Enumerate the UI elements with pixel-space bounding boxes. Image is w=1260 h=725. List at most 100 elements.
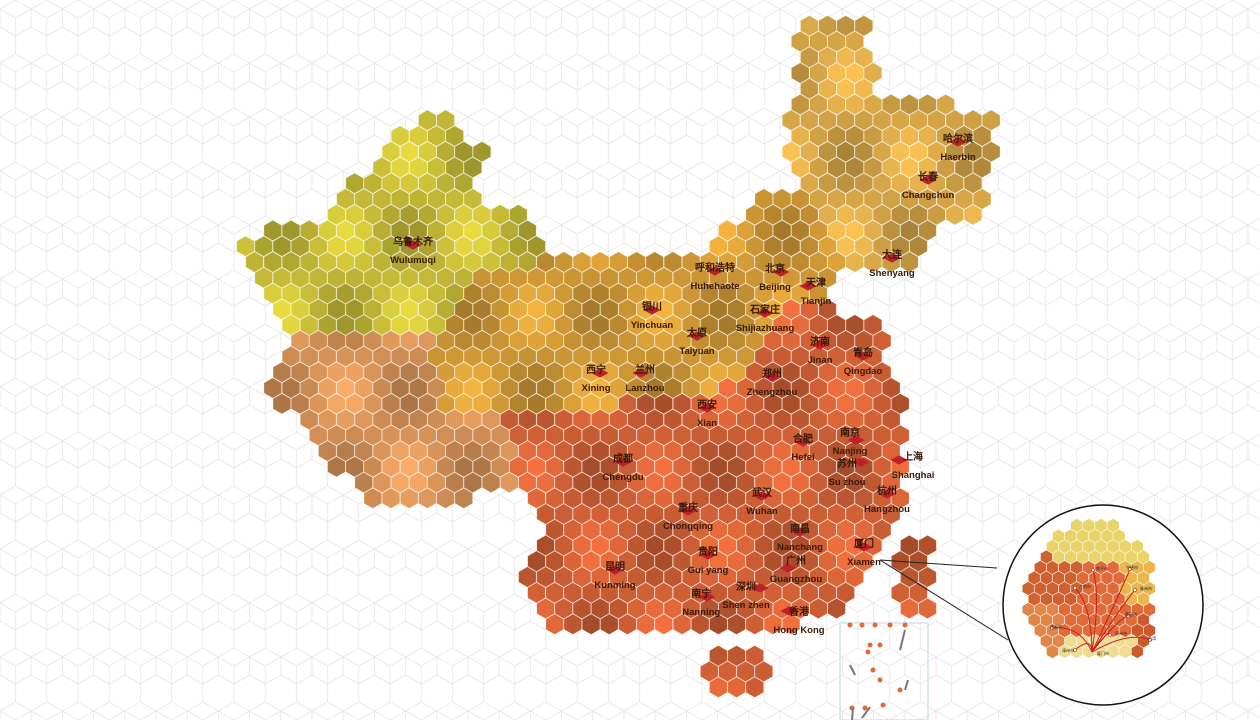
hex-cell [1113,613,1126,627]
island-dot [880,702,886,708]
hex-cell [500,282,519,305]
hex-cell [663,251,683,273]
hex-cell [354,314,373,336]
hex-cell [1082,539,1095,554]
hex-cell [309,361,328,383]
hex-cell [1040,571,1053,585]
hex-cell [745,645,764,667]
hex-cell [918,156,937,179]
hex-cell [436,361,455,383]
hex-cell [1119,644,1132,659]
hex-cell [854,393,874,415]
hex-cell [390,219,410,242]
hex-cell [809,597,828,620]
hex-cell [490,267,510,289]
hex-cell [327,298,346,320]
hex-cell [263,282,282,305]
hex-cell [972,188,992,210]
hex-cell [709,424,728,446]
hex-cell [509,298,528,320]
hex-cell [663,597,683,620]
hex-cell [545,487,564,509]
hex-cell [545,519,564,541]
hex-cell [363,204,383,226]
hex-cell [400,172,419,194]
island-dot [902,622,908,628]
hex-cell [700,282,719,305]
hex-cell [818,550,837,572]
hex-cell [390,440,410,462]
hex-cell [536,345,555,368]
hex-cell [690,487,710,509]
hex-cell [945,204,964,226]
hex-cell [618,393,637,415]
island-dot [897,687,903,693]
hex-cell [645,282,664,305]
island-dot [870,667,876,673]
hex-cell [609,408,628,431]
hex-cell [854,361,874,383]
hex-cell [281,377,301,399]
hex-cell [418,141,437,163]
hex-cell [436,172,455,194]
hex-cell [863,503,883,525]
hex-cell [1064,592,1077,606]
hex-cell [900,93,919,116]
hex-cell [554,282,573,305]
region-south [500,298,910,635]
hex-cell [800,141,819,163]
dashed-boundary [899,629,906,651]
hex-cell [354,219,373,242]
hex-cell [272,267,292,289]
hex-cell [918,566,937,588]
hex-cell [781,109,801,131]
hex-cell [1137,550,1150,564]
hex-cell [827,408,846,431]
hex-cell [791,377,810,399]
hex-cell [763,487,783,509]
hex-cell [745,204,764,226]
hex-cell [900,188,919,210]
hex-cell [690,424,710,446]
hex-cell [754,534,774,557]
hex-cell [1107,539,1120,554]
flow-line [1091,569,1097,653]
hex-cell [690,456,710,478]
hex-cell [891,424,910,446]
hex-cell [727,519,746,541]
hex-cell [891,582,910,604]
hex-cell [709,235,728,257]
hex-cell [636,456,655,478]
hex-cell [1113,550,1126,564]
hex-cell [690,613,710,635]
hex-cell [727,550,746,572]
hex-cell [400,267,419,289]
hex-cell [827,471,846,494]
hex-cell [818,46,837,68]
hex-cell [863,408,883,431]
hex-cell [445,314,464,336]
hex-cell [500,408,519,431]
hex-cell [390,251,410,273]
hex-cell [463,282,483,305]
hex-cell [345,330,364,352]
hex-cell [854,141,874,163]
hex-cell [827,314,846,336]
hex-cell [791,251,810,273]
hex-cell [627,503,646,525]
hex-cell [327,330,346,352]
hex-cell [1137,592,1150,606]
hex-cell [791,345,810,368]
hex-cell [654,330,673,352]
inset-city-dot [1073,586,1077,590]
hex-cell [490,456,510,478]
hex-cell [600,298,619,320]
hex-cell [418,456,437,478]
hex-cell [336,251,355,273]
hex-cell [1076,529,1089,543]
hex-cell [827,597,846,620]
hex-cell [909,235,928,257]
hex-cell [472,235,492,257]
hex-cell [627,566,646,588]
hex-cell [772,408,792,431]
